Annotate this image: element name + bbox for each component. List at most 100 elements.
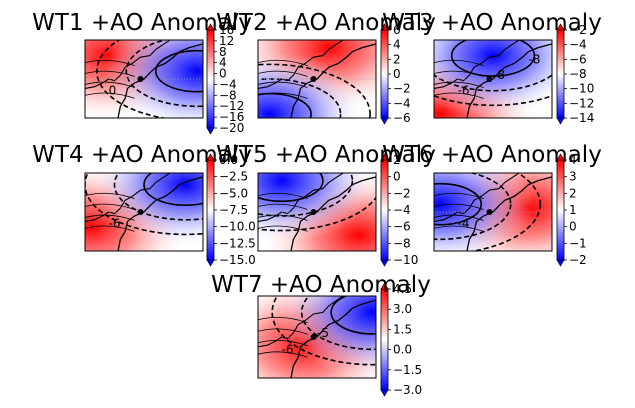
state-border: [85, 70, 135, 77]
state-border: [434, 70, 484, 77]
colorbar-tick-label: −7.5: [219, 203, 248, 217]
colorbar-extend-min: [380, 389, 389, 397]
map-frame: [433, 39, 553, 119]
colorbar-extend-max: [380, 23, 389, 31]
state-border: [258, 192, 308, 199]
colorbar-tick-label: 2: [569, 186, 577, 200]
contour-line: [155, 49, 203, 93]
panel-title: WT6 +AO Anomaly: [382, 142, 602, 168]
colorbar-tick-label: 0.0: [393, 343, 412, 357]
anomaly-field: [258, 173, 376, 251]
colorbar-extend-max: [380, 153, 389, 161]
contour-label: -8: [528, 52, 540, 66]
state-border: [434, 192, 484, 199]
state-border: [85, 81, 135, 88]
colorbar-tick-label: −4: [393, 96, 411, 110]
coastline: [290, 299, 376, 378]
contour-line: [258, 173, 354, 217]
contour-line: [85, 173, 203, 236]
coastline: [258, 296, 344, 348]
contour-line: [434, 182, 482, 226]
colorbar-tick-label: −2: [569, 23, 587, 37]
colorbar: [380, 288, 389, 391]
location-marker: [310, 334, 317, 340]
panel-title: WT2 +AO Anomaly: [216, 10, 436, 36]
coastline: [85, 173, 171, 222]
contour-label: -6: [282, 342, 294, 356]
colorbar-tick-label: −4: [393, 203, 411, 217]
contour-line: [434, 94, 552, 107]
anomaly-field: -6 -8 -8: [434, 40, 552, 118]
anomaly-field: 0: [85, 40, 203, 118]
state-border: [258, 59, 308, 66]
state-border: [434, 214, 484, 221]
state-border: [258, 316, 308, 324]
colorbar: [380, 159, 389, 261]
state-border: [258, 351, 308, 358]
colorbar-tick-label: 12: [219, 34, 234, 48]
colorbar-tick-label: 0: [393, 67, 401, 81]
contour-line: [143, 173, 203, 206]
map-frame: [257, 172, 377, 252]
panel-title: WT3 +AO Anomaly: [382, 10, 602, 36]
colorbar: [556, 29, 565, 119]
coastline: [434, 40, 520, 89]
state-border: [434, 59, 484, 66]
coastline: [466, 43, 552, 118]
colorbar-tick-label: −5.0: [219, 186, 248, 200]
colorbar-tick-label: −2: [393, 186, 411, 200]
colorbar-tick-label: −1: [569, 236, 587, 250]
colorbar-tick-label: 1.5: [393, 322, 412, 336]
colorbar-extend-max: [380, 282, 389, 290]
state-border: [258, 214, 308, 221]
panel-title: WT1 +AO Anomaly: [32, 10, 252, 36]
colorbar-tick-label: 2: [393, 52, 401, 66]
colorbar-tick-label: −4: [569, 38, 587, 52]
colorbar-tick-label: −6: [393, 111, 411, 125]
contour-line: [258, 78, 342, 118]
anomaly-field: -6 -5: [258, 296, 376, 378]
location-marker: [310, 76, 317, 82]
contour-line: [113, 173, 203, 221]
state-border: [85, 192, 135, 199]
map-frame: [257, 295, 377, 379]
colorbar-tick-label: −12: [569, 96, 594, 110]
colorbar: [556, 159, 565, 261]
state-border: [85, 214, 135, 221]
colorbar-tick-label: 0.0: [219, 153, 238, 167]
colorbar-tick-label: 0: [393, 170, 401, 184]
colorbar-tick-label: −12.5: [219, 236, 256, 250]
panel-wt4: -6 0.0 −2.5 −5.0 −7.5 −10.0 −12.5 −15.0: [84, 153, 256, 267]
colorbar-tick-label: 4: [393, 38, 401, 52]
colorbar-tick-label: −10: [569, 82, 594, 96]
contour-line: [468, 173, 541, 251]
map-frame: [84, 172, 204, 252]
state-border: [258, 92, 308, 99]
location-marker: [137, 209, 144, 215]
coastline: [117, 176, 203, 251]
state-border: [258, 328, 308, 335]
anomaly-field: -4: [434, 173, 552, 251]
colorbar-extend-min: [556, 259, 565, 267]
state-border: [258, 339, 308, 347]
location-marker: [310, 209, 317, 215]
colorbar-tick-label: 16: [219, 23, 234, 37]
colorbar-tick-label: −8: [393, 236, 411, 250]
map-frame: [433, 172, 553, 252]
colorbar-tick-label: −8: [219, 88, 237, 102]
contour-label: -5: [317, 326, 329, 340]
colorbar-tick-label: −6: [393, 220, 411, 234]
colorbar-extend-max: [556, 153, 565, 161]
map-frame: [257, 39, 377, 119]
colorbar-tick-label: 6: [393, 23, 401, 37]
colorbar-tick-label: 0: [219, 67, 227, 81]
colorbar-tick-label: 4.5: [393, 282, 412, 296]
colorbar-extend-min: [380, 117, 389, 125]
panel-title: WT7 +AO Anomaly: [211, 272, 431, 298]
colorbar-tick-label: 2: [393, 153, 401, 167]
state-border: [434, 92, 484, 99]
state-border: [85, 92, 135, 99]
coastline: [466, 176, 552, 251]
coastline: [258, 40, 344, 89]
colorbar-tick-label: −10: [393, 253, 418, 267]
